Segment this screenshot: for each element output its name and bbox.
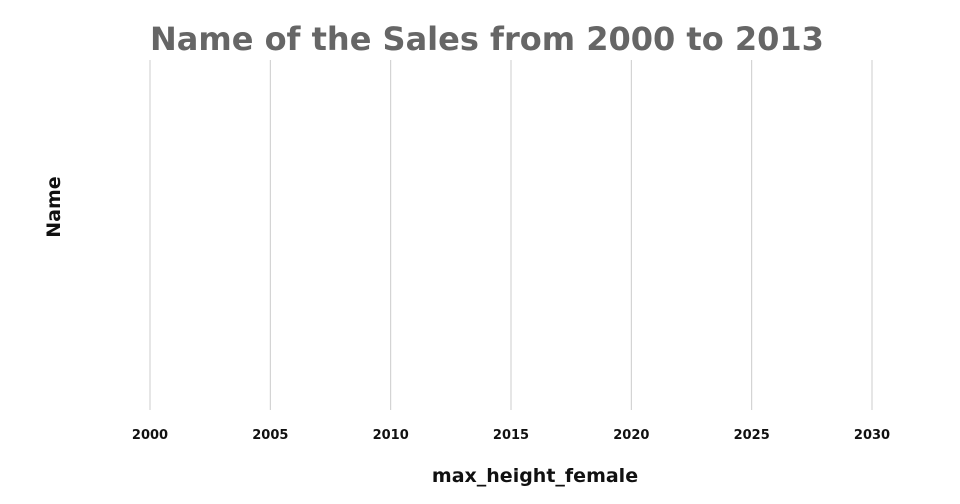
y-axis-title: Name <box>43 176 65 237</box>
x-tick-label: 2025 <box>734 428 770 443</box>
x-axis-title: max_height_female <box>432 465 638 487</box>
x-tick-label: 2005 <box>252 428 288 443</box>
x-tick-label: 2015 <box>493 428 529 443</box>
x-tick-label: 2010 <box>373 428 409 443</box>
x-tick-label: 2020 <box>613 428 649 443</box>
grid-lines <box>149 60 873 410</box>
x-tick-label: 2030 <box>854 428 890 443</box>
chart-title: Name of the Sales from 2000 to 2013 <box>150 20 824 58</box>
x-tick-label: 2000 <box>132 428 168 443</box>
x-axis-ticks: 2000 2005 2010 2015 2020 2025 2030 <box>132 428 890 443</box>
